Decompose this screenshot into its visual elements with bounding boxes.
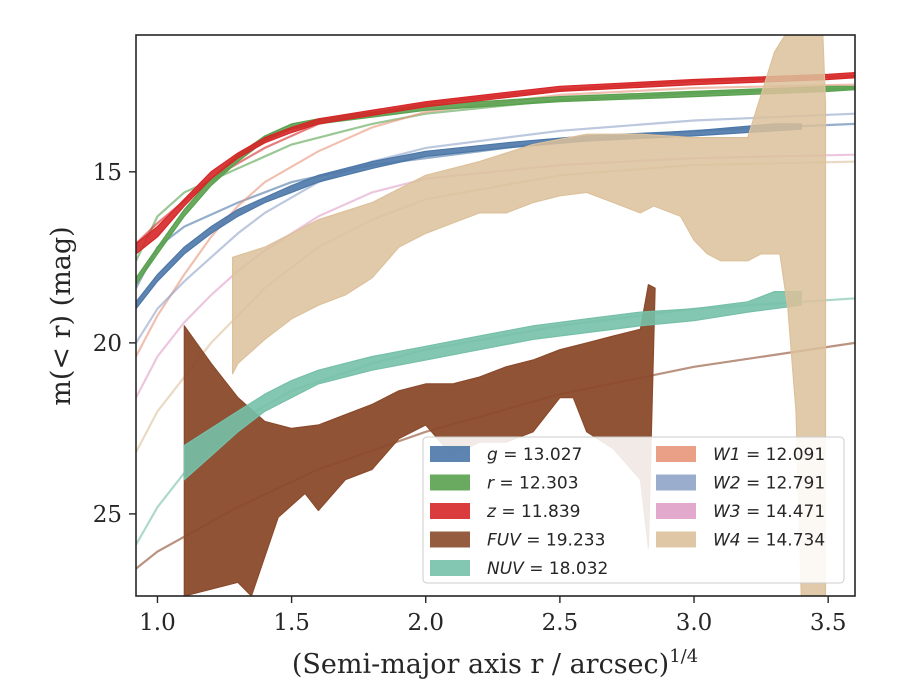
legend-label-w4: W4 = 14.734 xyxy=(713,531,825,551)
legend-label-r: r = 12.303 xyxy=(487,474,579,494)
series-band-w4 xyxy=(232,35,827,596)
x-tick-label: 3.0 xyxy=(676,610,713,636)
series-model-w2 xyxy=(136,112,855,344)
profile-bands xyxy=(136,35,855,596)
plot-frame xyxy=(135,34,856,597)
legend-label-w3: W3 = 14.471 xyxy=(713,502,825,522)
legend-label-nuv: NUV = 18.032 xyxy=(487,559,608,579)
legend-swatch-w2 xyxy=(656,474,696,491)
legend-swatch-z xyxy=(430,503,470,519)
legend-label-w1: W1 = 12.091 xyxy=(713,445,825,465)
series-model-w1 xyxy=(136,83,855,358)
legend-label-g: g = 13.027 xyxy=(487,445,582,465)
y-tick-label: 20 xyxy=(93,331,122,357)
y-axis-label: m(< r) (mag) xyxy=(46,226,77,405)
legend-swatch-g xyxy=(430,446,470,462)
legend-swatch-r xyxy=(430,474,470,491)
x-tick-label: 2.5 xyxy=(542,610,579,636)
legend-label-w2: W2 = 12.791 xyxy=(713,474,825,494)
x-tick-label: 2.0 xyxy=(407,610,444,636)
legend-swatch-w1 xyxy=(656,446,696,462)
x-axis-label: (Semi-major axis r / arcsec)1/4 xyxy=(292,646,698,680)
legend-box xyxy=(422,436,845,584)
y-tick-label: 15 xyxy=(93,160,122,186)
legend-swatch-nuv xyxy=(430,560,470,576)
y-tick-label: 25 xyxy=(93,502,122,528)
x-tick-label: 1.5 xyxy=(273,610,310,636)
x-tick-label: 3.5 xyxy=(810,610,847,636)
legend-swatch-fuv xyxy=(430,531,470,548)
x-tick-label: 1.0 xyxy=(139,610,176,636)
axis-ticks: 1.0 1.5 2.0 2.5 3.0 3.5 15 20 25 xyxy=(93,160,847,636)
legend-label-z: z = 11.839 xyxy=(486,502,580,522)
series-band-z xyxy=(136,72,855,255)
legend-swatch-w4 xyxy=(656,531,696,548)
legend-label-fuv: FUV = 19.233 xyxy=(487,531,605,551)
legend-swatch-w3 xyxy=(656,503,696,519)
legend: g = 13.027 r = 12.303 z = 11.839 FUV = 19.2… xyxy=(422,436,845,584)
